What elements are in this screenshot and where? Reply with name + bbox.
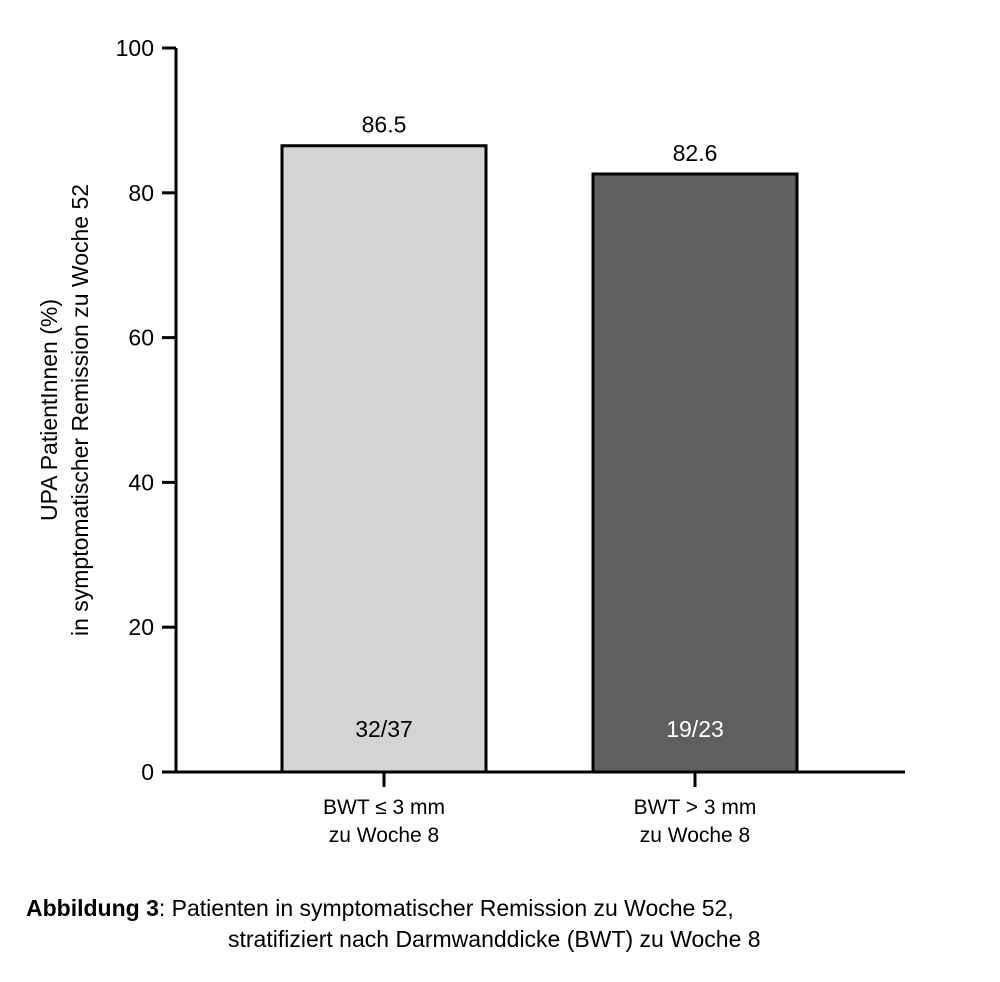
y-axis-label-line2: in symptomatischer Remission zu Woche 52 [67, 184, 93, 636]
y-axis: 0 20 40 60 80 100 [116, 35, 178, 785]
bar-chart: 0 20 40 60 80 100 86.5 32/37 82.6 19/23 BWT ≤ 3 … [36, 35, 905, 847]
figure-caption: Abbildung 3: Patienten in symptomatische… [26, 893, 761, 955]
caption-line1: : Patienten in symptomatischer Remission… [158, 895, 734, 921]
bar-value-label: 86.5 [362, 112, 407, 138]
bar [280, 144, 488, 774]
y-tick-label: 20 [128, 614, 154, 640]
y-tick-label: 60 [128, 325, 154, 351]
x-tick-label: BWT ≤ 3 mm [323, 796, 445, 819]
bar-count-label: 32/37 [355, 716, 413, 742]
bar-value-label: 82.6 [673, 140, 718, 166]
y-tick-label: 40 [128, 469, 154, 495]
x-tick-label: zu Woche 8 [640, 824, 751, 847]
x-axis: BWT ≤ 3 mm zu Woche 8 BWT > 3 mm zu Woche 8 [174, 770, 905, 847]
x-tick-label: BWT > 3 mm [634, 796, 757, 819]
y-tick-label: 100 [116, 35, 154, 61]
caption-line2: stratifiziert nach Darmwanddicke (BWT) z… [228, 926, 761, 952]
x-tick-label: zu Woche 8 [329, 824, 440, 847]
y-tick-label: 80 [128, 180, 154, 206]
bar-count-label: 19/23 [666, 716, 724, 742]
y-tick-label: 0 [141, 759, 154, 785]
y-axis-label-line1: UPA PatientInnen (%) [36, 299, 62, 521]
caption-label: Abbildung 3 [26, 895, 159, 921]
bars: 86.5 32/37 82.6 19/23 [280, 112, 799, 774]
bar [591, 172, 799, 774]
